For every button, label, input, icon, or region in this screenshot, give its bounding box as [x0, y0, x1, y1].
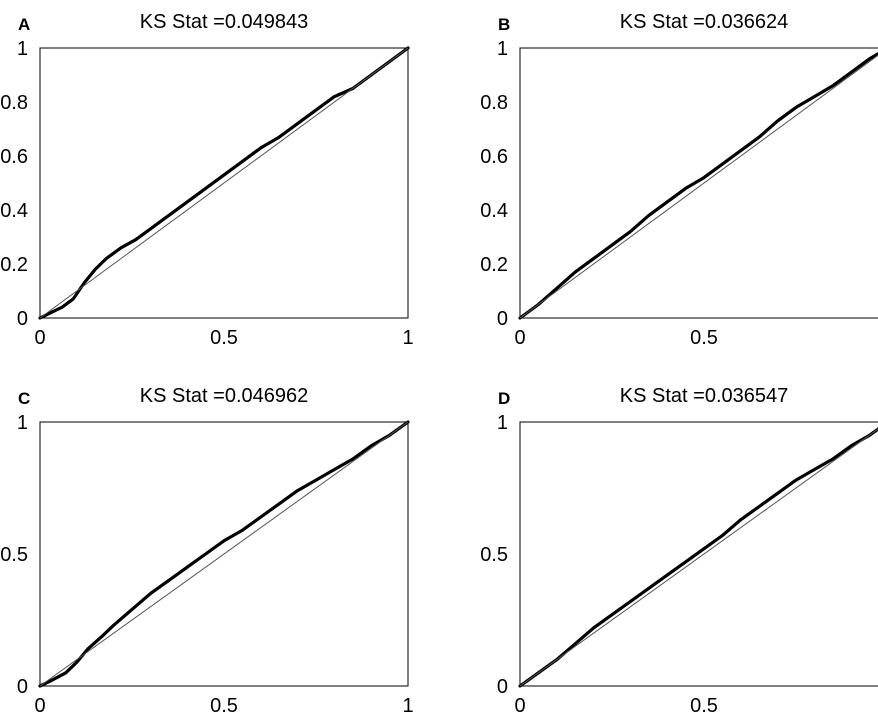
panel-c-title: KS Stat =0.046962 [140, 385, 308, 407]
panel-b-title: KS Stat =0.036624 [620, 11, 788, 33]
panel-d-x-tick-label: 0 [514, 695, 525, 717]
panel-c-cdf-curve [38, 420, 410, 688]
panel-a-y-tick-label: 0 [17, 308, 28, 330]
panel-c-y-tick-label: 0.5 [0, 544, 28, 566]
panel-c-letter: C [18, 389, 30, 408]
panel-c-x-tick-label: 1 [402, 695, 413, 717]
panel-b-y-tick-label: 0.8 [480, 92, 508, 114]
panel-b-y-tick-label: 1 [497, 38, 508, 60]
panel-b-y-tick-label: 0.6 [480, 146, 508, 168]
panel-c: C KS Stat =0.046962 0 0.5 1 0 0.5 1 [0, 385, 413, 717]
panel-b-x-tick-label: 0 [514, 327, 525, 349]
panel-b-plot-frame [519, 47, 878, 319]
panel-a-y-tick-label: 0.8 [0, 92, 28, 114]
panel-c-y-tick-label: 1 [17, 412, 28, 434]
panel-d-title: KS Stat =0.036547 [620, 385, 788, 407]
panel-c-plot-frame [39, 421, 409, 687]
panel-b-y-tick-label: 0.4 [480, 200, 508, 222]
panel-a-y-tick-label: 0.2 [0, 254, 28, 276]
panel-d-cdf-curve [518, 427, 878, 688]
panel-b-y-tick-label: 0 [497, 308, 508, 330]
panel-a-reference-diagonal [39, 47, 409, 319]
panel-a-letter: A [18, 15, 30, 34]
panel-a-y-tick-label: 1 [17, 38, 28, 60]
panel-a-cdf-curve [38, 46, 410, 320]
panel-d-x-tick-label: 0.5 [690, 695, 718, 717]
panel-a-y-tick-label: 0.6 [0, 146, 28, 168]
panel-a-y-tick-label: 0.4 [0, 200, 28, 222]
panel-b-letter: B [498, 15, 510, 34]
panel-c-y-tick-label: 0 [17, 676, 28, 698]
panel-d-y-tick-label: 0.5 [480, 544, 508, 566]
panel-b-y-tick-label: 0.2 [480, 254, 508, 276]
panel-a-x-tick-label: 0 [34, 327, 45, 349]
panel-a-plot-frame [39, 47, 409, 319]
panel-d-y-tick-label: 1 [497, 412, 508, 434]
panel-b-x-tick-label: 0.5 [690, 327, 718, 349]
panel-d-y-tick-label: 0 [497, 676, 508, 698]
panel-c-x-tick-label: 0.5 [210, 695, 238, 717]
panel-a-title: KS Stat =0.049843 [140, 11, 308, 33]
panel-a-x-tick-label: 1 [402, 327, 413, 349]
panel-a: A KS Stat =0.049843 0 0.5 1 0 0.2 0.4 0.6 0.8 1 [0, 11, 413, 349]
panel-c-x-tick-label: 0 [34, 695, 45, 717]
panel-a-x-tick-label: 0.5 [210, 327, 238, 349]
panel-d-reference-diagonal [519, 428, 878, 687]
panel-b-reference-diagonal [519, 54, 878, 319]
panel-c-reference-diagonal [39, 421, 409, 687]
panel-b-cdf-curve [518, 52, 878, 320]
panel-d-letter: D [498, 389, 510, 408]
panel-d-plot-frame [519, 421, 878, 687]
